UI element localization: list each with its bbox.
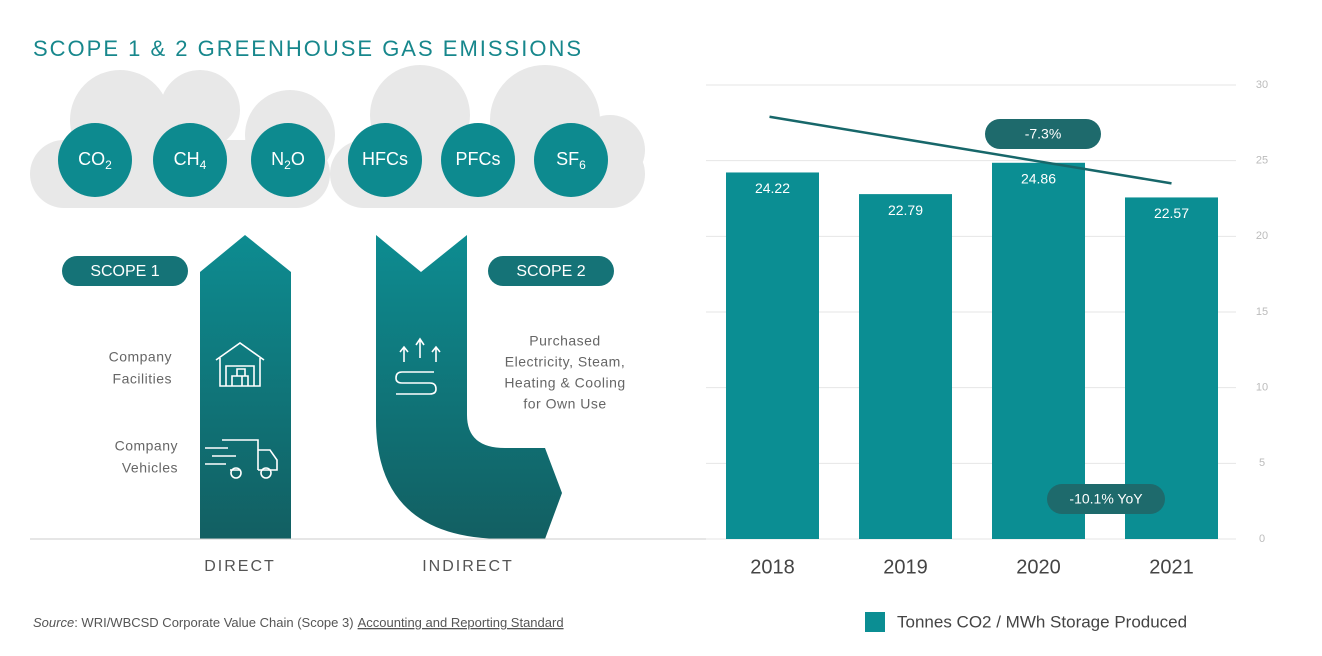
scope1-arrow [200, 235, 291, 539]
legend-swatch [865, 612, 885, 632]
y-tick-label: 10 [1256, 382, 1268, 394]
y-tick-label: 25 [1256, 155, 1268, 167]
x-tick-label: 2021 [1149, 556, 1194, 578]
title: SCOPE 1 & 2 GREENHOUSE GAS EMISSIONS [33, 36, 583, 61]
legend-label: Tonnes CO2 / MWh Storage Produced [897, 612, 1187, 631]
item-text: Vehicles [122, 460, 178, 476]
item-text: Company [115, 438, 178, 454]
gas-label: PFCs [456, 149, 501, 169]
value-label: 24.86 [1021, 170, 1056, 186]
description-text: for Own Use [523, 396, 606, 412]
bar [726, 172, 819, 539]
x-tick-label: 2018 [750, 556, 795, 578]
source: Source: WRI/WBCSD Corporate Value Chain … [33, 615, 564, 630]
description-text: Electricity, Steam, [505, 354, 626, 370]
value-label: 22.79 [888, 202, 923, 218]
value-label: 24.22 [755, 180, 790, 196]
bar [859, 194, 952, 539]
item-text: Facilities [113, 371, 172, 387]
annotation: -7.3% [1025, 126, 1062, 142]
scope1-label: SCOPE 1 [90, 263, 159, 280]
y-tick-label: 0 [1259, 533, 1265, 545]
description-text: Purchased [529, 333, 600, 349]
bar [992, 163, 1085, 539]
scope2-label: SCOPE 2 [516, 263, 585, 280]
gas-label: HFCs [362, 149, 408, 169]
value-label: 22.57 [1154, 205, 1189, 221]
x-tick-label: 2019 [883, 556, 928, 578]
annotation: -10.1% YoY [1069, 491, 1143, 507]
y-tick-label: 30 [1256, 79, 1268, 91]
infographic: SCOPE 1 & 2 GREENHOUSE GAS EMISSIONS CO2… [0, 0, 1322, 651]
item-text: Company [109, 349, 172, 365]
footer-label: DIRECT [204, 558, 276, 575]
y-tick-label: 20 [1256, 230, 1268, 242]
footer-label: INDIRECT [422, 558, 514, 575]
x-tick-label: 2020 [1016, 556, 1061, 578]
y-tick-label: 5 [1259, 457, 1265, 469]
y-tick-label: 15 [1256, 306, 1268, 318]
description-text: Heating & Cooling [504, 375, 625, 391]
